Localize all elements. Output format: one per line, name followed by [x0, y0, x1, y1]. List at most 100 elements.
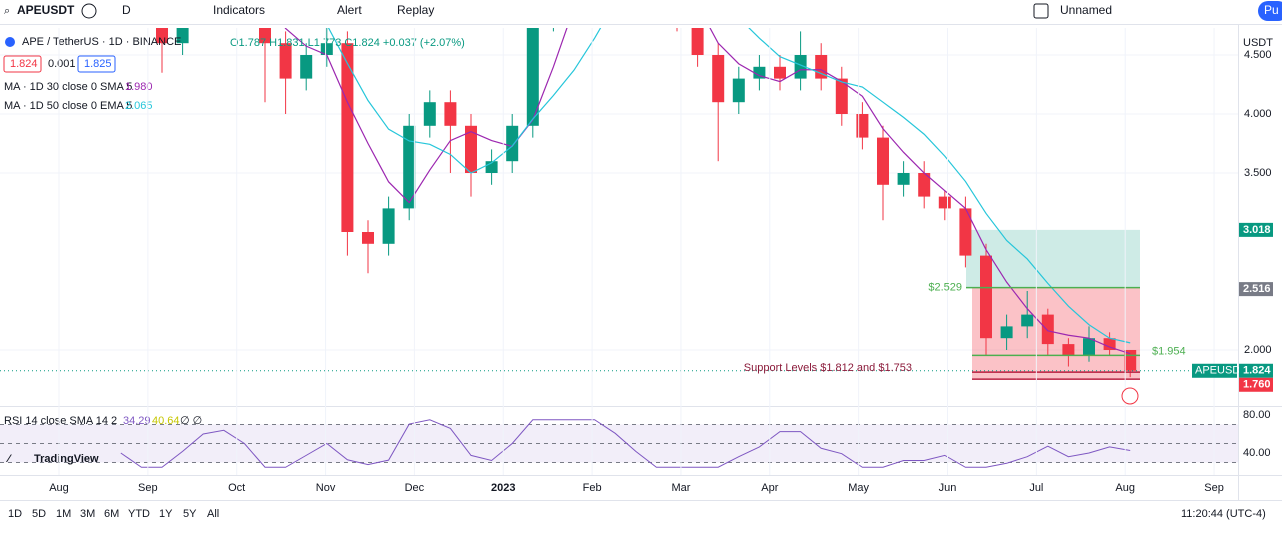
candle-body: [980, 255, 992, 339]
range-button[interactable]: 3M: [80, 508, 95, 520]
publish-button[interactable]: [1258, 1, 1282, 21]
range-button[interactable]: 1D: [8, 508, 22, 520]
annotation: Support Levels $1.812 and $1.753: [744, 362, 912, 374]
candle-body: [465, 125, 477, 173]
annotation: $2.529: [928, 281, 962, 293]
logo-text: TradingView: [34, 453, 99, 465]
price-tick-label: 4.500: [1244, 49, 1272, 61]
candle-body: [774, 66, 786, 79]
time-label: Jul: [1029, 482, 1043, 494]
symbol[interactable]: APEUSDT: [17, 3, 75, 17]
price-tag-label: 2.516: [1243, 283, 1271, 295]
range-button[interactable]: All: [207, 508, 219, 520]
indicators[interactable]: Indicators: [213, 3, 265, 17]
candle-body: [732, 78, 745, 103]
range-button[interactable]: 5D: [32, 508, 46, 520]
candle-body: [938, 196, 951, 209]
currency[interactable]: USDT: [1243, 37, 1273, 49]
candle-body: [691, 28, 704, 56]
candle-body: [1041, 314, 1054, 345]
rsi-value: 34.29: [123, 415, 151, 427]
price-tick-label: 3.500: [1244, 167, 1272, 179]
candle-body: [835, 78, 848, 114]
alert[interactable]: Alert: [337, 3, 362, 17]
candle-body: [382, 208, 395, 244]
rsi-tick-label: 40.00: [1243, 447, 1271, 459]
candle-body: [897, 173, 910, 185]
price-tag-label: 3.018: [1243, 224, 1271, 236]
price-tag-label: 1.824: [1243, 365, 1271, 377]
price-tick-label: 4.000: [1244, 108, 1272, 120]
range-button[interactable]: 1Y: [159, 508, 173, 520]
candle-body: [1000, 326, 1013, 339]
ma2-value: 2.065: [125, 100, 153, 112]
candle-body: [176, 28, 189, 44]
time-label: Feb: [583, 482, 602, 494]
candle-body: [300, 55, 313, 79]
rsi-line: [120, 419, 1131, 468]
price-tag: [1239, 282, 1273, 297]
ma1-label: MA · 1D 30 close 0 SMA 5: [4, 81, 132, 93]
add-symbol[interactable]: [81, 3, 97, 19]
time-label: Sep: [1204, 482, 1224, 494]
ma-line: [327, 28, 1131, 344]
candle-body: [320, 43, 333, 55]
candle-body: [485, 161, 498, 173]
ask: 1.825: [84, 58, 112, 70]
time-label: Oct: [228, 482, 245, 494]
candle-body: [279, 43, 292, 79]
clock: 11:20:44 (UTC-4): [1181, 508, 1266, 520]
search-icon: ⌕: [4, 5, 10, 17]
candle-body: [712, 55, 725, 103]
candle-body: [877, 137, 889, 185]
range-button[interactable]: 5Y: [183, 508, 197, 520]
candle-body: [959, 208, 972, 256]
time-label: Aug: [49, 482, 69, 494]
time-label: Nov: [316, 482, 336, 494]
toolbar: [0, 0, 1282, 24]
symbol-tag-label: APEUSDT: [1195, 365, 1247, 377]
ma2-label: MA · 1D 50 close 0 EMA 5: [4, 100, 132, 112]
rsi-extra: ∅ ∅: [180, 415, 202, 427]
legend-title: APE / TetherUS · 1D · BINANCE: [22, 36, 181, 48]
time-label: Dec: [405, 482, 425, 494]
time-label: 2023: [491, 482, 515, 494]
candle-body: [156, 28, 168, 44]
layout-name[interactable]: Unnamed: [1060, 3, 1112, 17]
profit-zone: [966, 229, 1140, 288]
rsi-tick-label: 80.00: [1243, 409, 1271, 421]
ma1-value: 1.980: [125, 81, 153, 93]
price-tag: [1239, 377, 1273, 392]
time-label: May: [848, 482, 869, 494]
logo: ⁄: [5, 453, 12, 465]
candle-body: [856, 114, 869, 138]
time-label: Jun: [939, 482, 957, 494]
publish-label[interactable]: Pu: [1264, 3, 1279, 17]
rsi-label: RSI 14 close SMA 14 2: [4, 415, 117, 427]
price-tag: [1239, 222, 1273, 237]
checkbox[interactable]: [1033, 3, 1049, 19]
candle-body: [423, 102, 436, 126]
interval[interactable]: D: [122, 3, 131, 17]
candle-body: [403, 125, 416, 209]
candle-body: [1083, 338, 1095, 356]
price-tick-label: 2.000: [1244, 344, 1272, 356]
candle-body: [444, 102, 457, 126]
candle-body: [341, 43, 354, 233]
symbol-tag: [1192, 363, 1237, 378]
replay[interactable]: Replay: [397, 3, 434, 17]
annotation: $1.954: [1152, 345, 1186, 357]
range-button[interactable]: 1M: [56, 508, 71, 520]
range-button[interactable]: 6M: [104, 508, 119, 520]
candle-body: [506, 125, 519, 162]
time-label: Sep: [138, 482, 158, 494]
rsi-sma: 40.64: [152, 415, 180, 427]
spread: 0.001: [48, 58, 76, 70]
candle-body: [526, 28, 539, 126]
flag-icon: [1121, 387, 1139, 405]
candle-body: [918, 173, 931, 197]
candle-body: [259, 28, 271, 44]
candle-body: [1021, 314, 1034, 327]
range-button[interactable]: YTD: [128, 508, 150, 520]
